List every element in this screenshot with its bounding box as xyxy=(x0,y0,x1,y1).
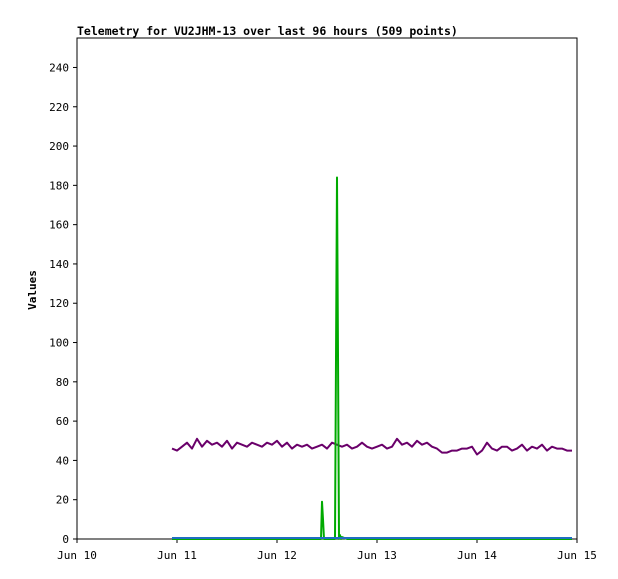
y-tick-label: 220 xyxy=(49,101,69,114)
y-axis-label: Values xyxy=(26,270,39,310)
y-tick-label: 180 xyxy=(49,179,69,192)
y-tick-label: 80 xyxy=(56,376,69,389)
y-tick-label: 160 xyxy=(49,219,69,232)
x-tick-label: Jun 13 xyxy=(357,549,397,562)
x-tick-label: Jun 10 xyxy=(57,549,97,562)
y-tick-label: 60 xyxy=(56,415,69,428)
y-axis-ticks: 0 20 40 60 80 100 120 140 160 180 200 220 240 xyxy=(49,61,77,546)
y-tick-label: 0 xyxy=(62,533,69,546)
x-tick-label: Jun 14 xyxy=(457,549,497,562)
y-tick-label: 100 xyxy=(49,337,69,350)
x-tick-label: Jun 15 xyxy=(557,549,597,562)
y-tick-label: 20 xyxy=(56,494,69,507)
series-line-2 xyxy=(172,176,572,540)
plot-frame xyxy=(76,37,578,540)
chart-title: Telemetry for VU2JHM-13 over last 96 hou… xyxy=(77,24,458,38)
y-tick-label: 240 xyxy=(49,61,69,74)
y-tick-label: 140 xyxy=(49,258,69,271)
x-tick-label: Jun 12 xyxy=(257,549,297,562)
series-layer xyxy=(171,176,572,540)
y-tick-label: 120 xyxy=(49,297,69,310)
y-tick-label: 200 xyxy=(49,140,69,153)
series-line-1 xyxy=(171,437,572,456)
y-tick-label: 40 xyxy=(56,454,69,467)
x-axis-ticks: Jun 10 Jun 11 Jun 12 Jun 13 Jun 14 Jun 15 xyxy=(57,539,597,562)
x-tick-label: Jun 11 xyxy=(157,549,197,562)
